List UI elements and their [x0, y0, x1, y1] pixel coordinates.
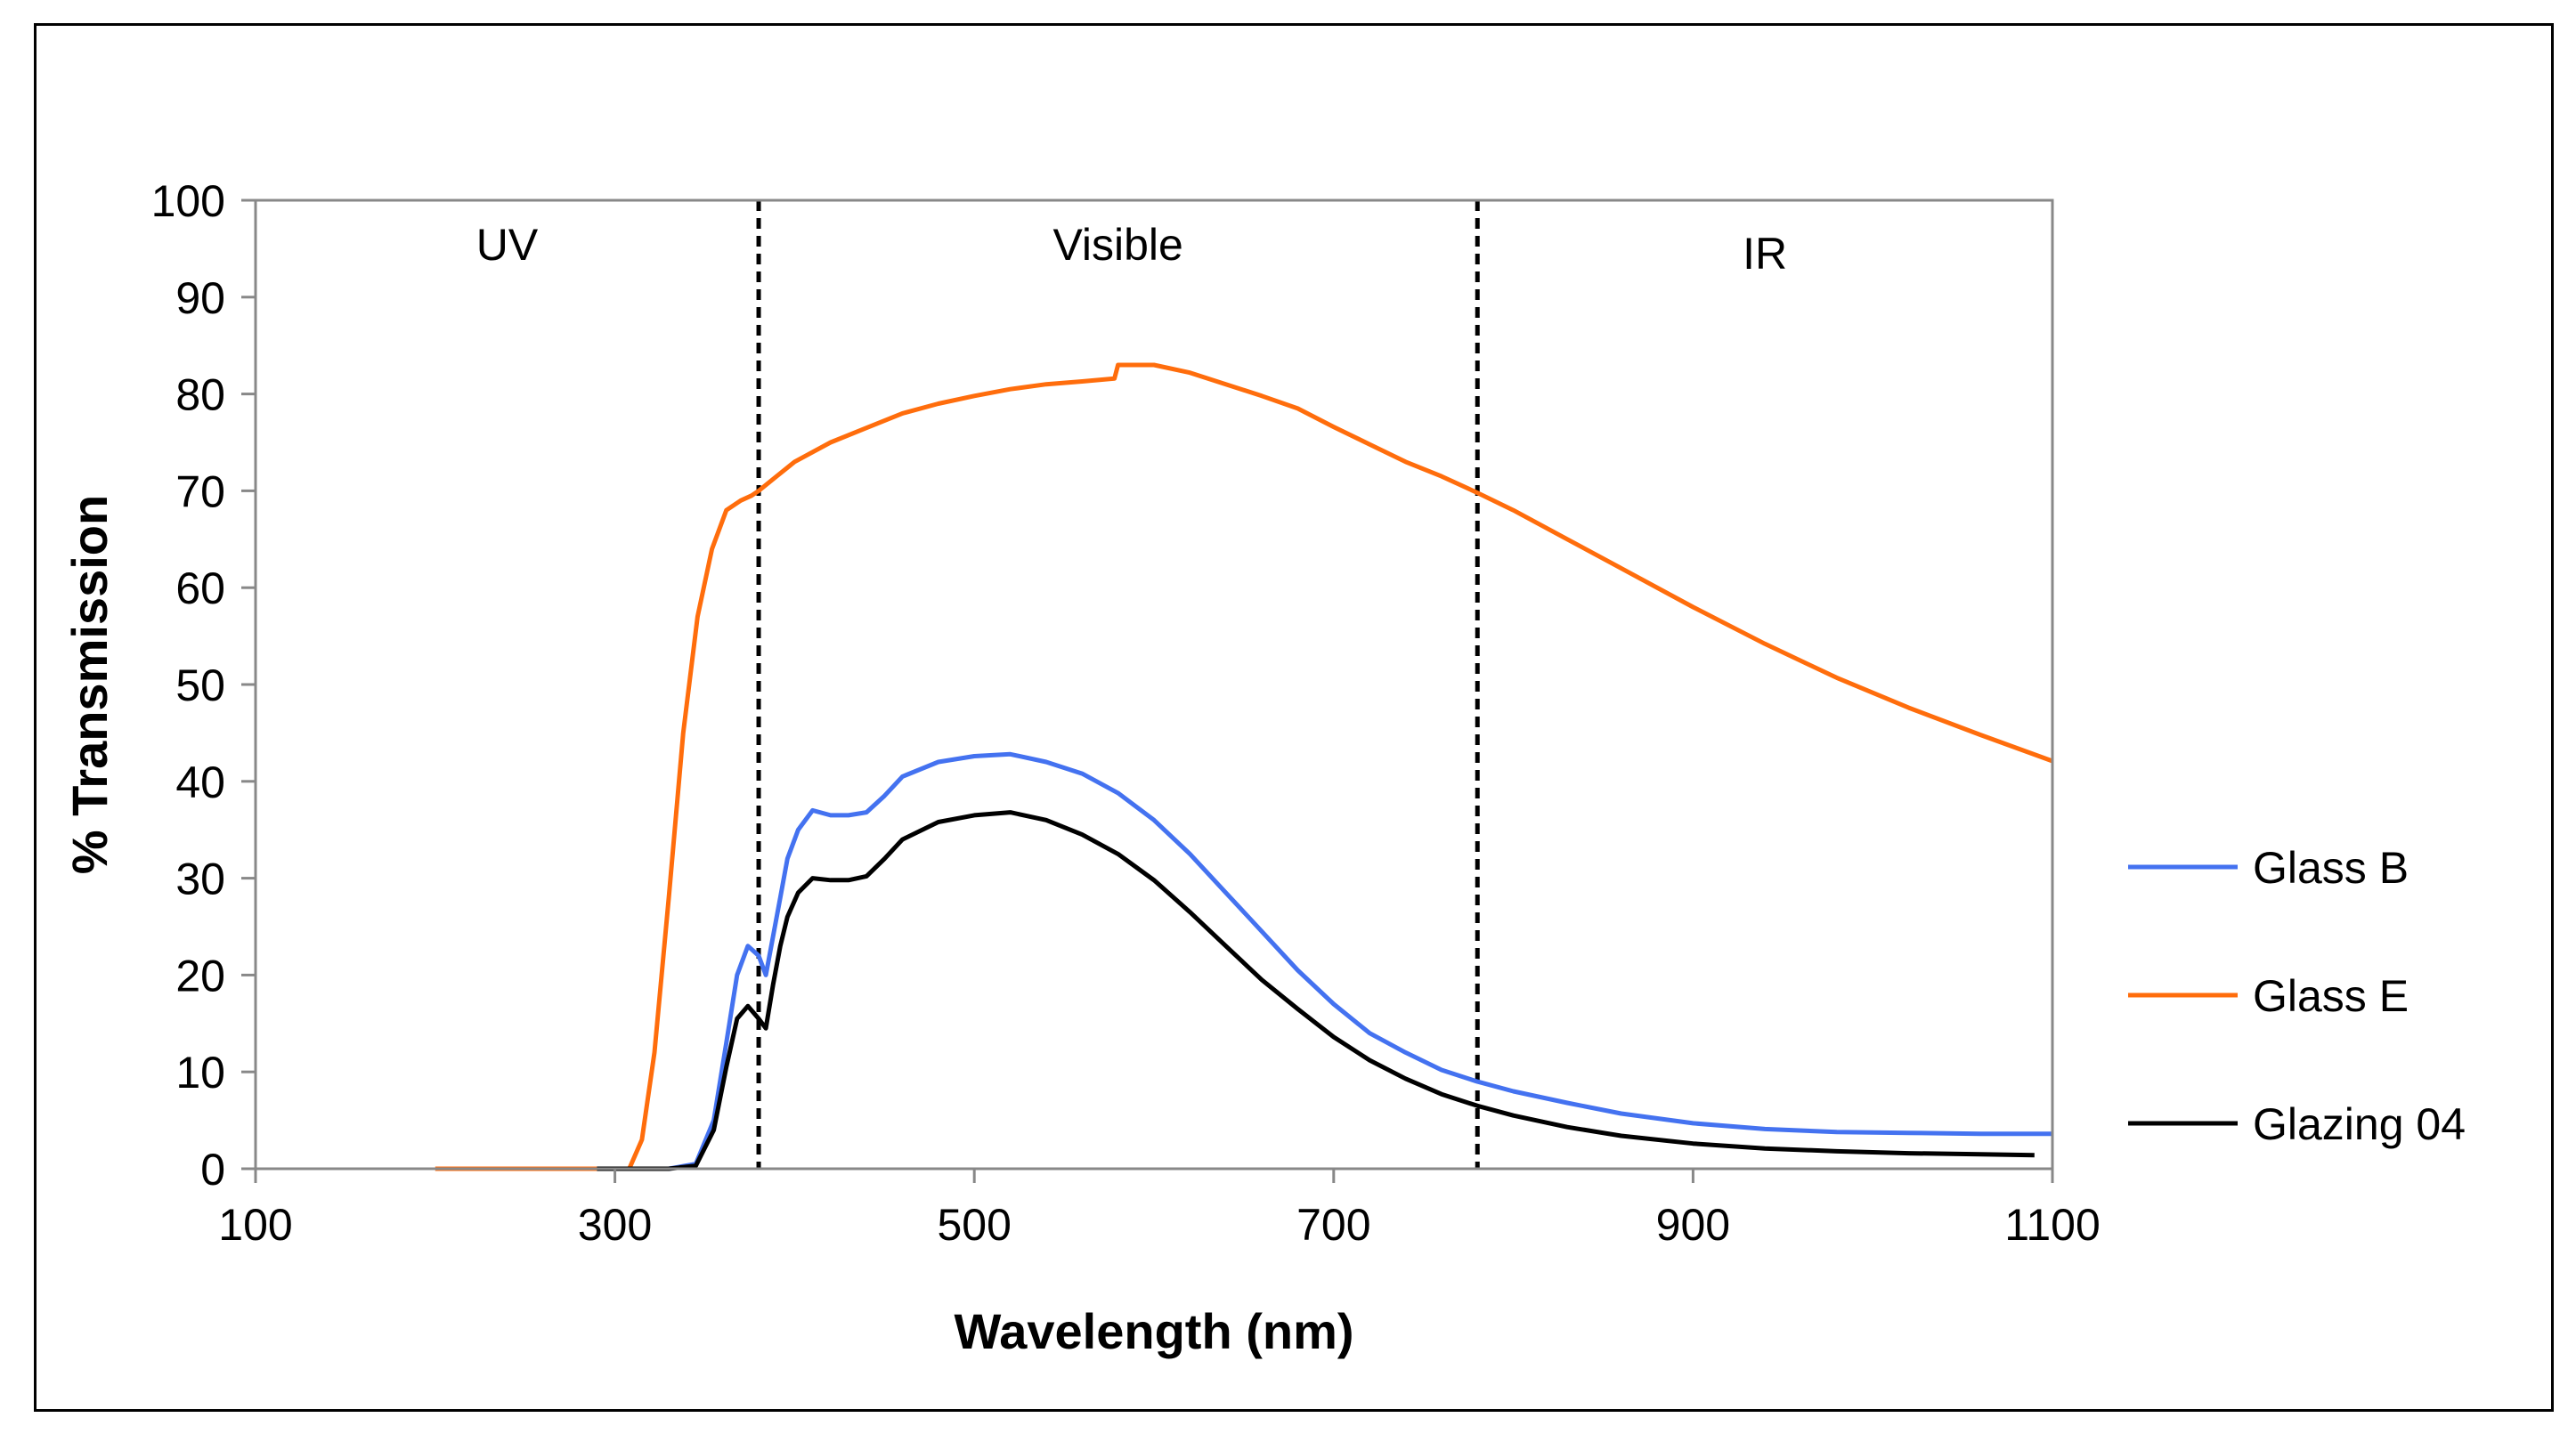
region-label: UV — [476, 220, 539, 270]
x-tick-label: 300 — [578, 1200, 652, 1250]
legend-label: Glass E — [2253, 971, 2409, 1021]
y-tick-label: 0 — [200, 1145, 225, 1195]
y-axis-label: % Transmission — [61, 495, 118, 874]
legend: Glass B Glass E Glazing 04 — [2128, 843, 2466, 1149]
x-tick-label: 900 — [1656, 1200, 1730, 1250]
chart-frame — [34, 23, 2554, 1412]
x-tick-label: 100 — [218, 1200, 292, 1250]
y-tick-label: 60 — [175, 563, 225, 613]
x-tick-label: 700 — [1296, 1200, 1370, 1250]
series-layer — [435, 362, 2053, 1171]
y-tick-label: 20 — [175, 951, 225, 1001]
x-axis-label: Wavelength (nm) — [954, 1303, 1353, 1359]
y-tick-label: 10 — [175, 1048, 225, 1098]
y-tick-label: 80 — [175, 370, 225, 420]
plot-area-border — [254, 198, 2054, 1171]
x-tick-label: 500 — [937, 1200, 1011, 1250]
legend-label: Glass B — [2253, 843, 2409, 893]
y-tick-label: 90 — [175, 273, 225, 323]
axes-layer: 0 10 20 30 40 50 60 70 80 90 100 100 300 500 700 900 110… — [151, 176, 2101, 1250]
region-label: IR — [1743, 229, 1787, 279]
y-tick-label: 50 — [175, 660, 225, 710]
series-line — [597, 751, 2052, 1171]
legend-label: Glazing 04 — [2253, 1099, 2466, 1149]
y-tick-label: 40 — [175, 758, 225, 807]
y-tick-label: 70 — [175, 466, 225, 516]
series-line — [435, 362, 2053, 1171]
y-tick-label: 100 — [151, 176, 225, 226]
region-label: Visible — [1052, 220, 1182, 270]
regions-layer: UV Visible IR — [476, 200, 1787, 1169]
series-line — [597, 810, 2035, 1171]
y-tick-label: 30 — [175, 855, 225, 904]
x-tick-label: 1100 — [2004, 1200, 2101, 1250]
